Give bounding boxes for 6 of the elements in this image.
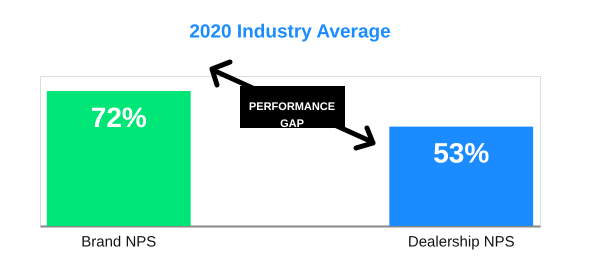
annotation: PERFORMANCE GAP — [248, 101, 336, 130]
chart-title: 2020 Industry Average — [189, 22, 391, 42]
data-label: 72% — [90, 102, 147, 133]
data-label: 53% — [433, 138, 490, 169]
x-tick-label: Brand NPS — [81, 234, 156, 250]
x-tick-label: Dealership NPS — [408, 234, 515, 250]
